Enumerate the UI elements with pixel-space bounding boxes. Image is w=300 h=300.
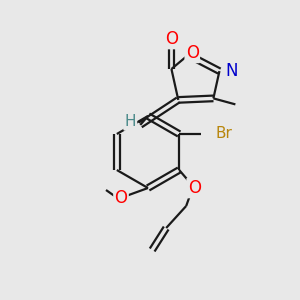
Text: N: N <box>225 62 238 80</box>
Text: O: O <box>165 30 178 48</box>
Text: H: H <box>124 114 136 129</box>
Text: O: O <box>115 189 128 207</box>
Text: O: O <box>186 44 199 62</box>
Text: Br: Br <box>215 127 232 142</box>
Text: O: O <box>188 179 201 197</box>
